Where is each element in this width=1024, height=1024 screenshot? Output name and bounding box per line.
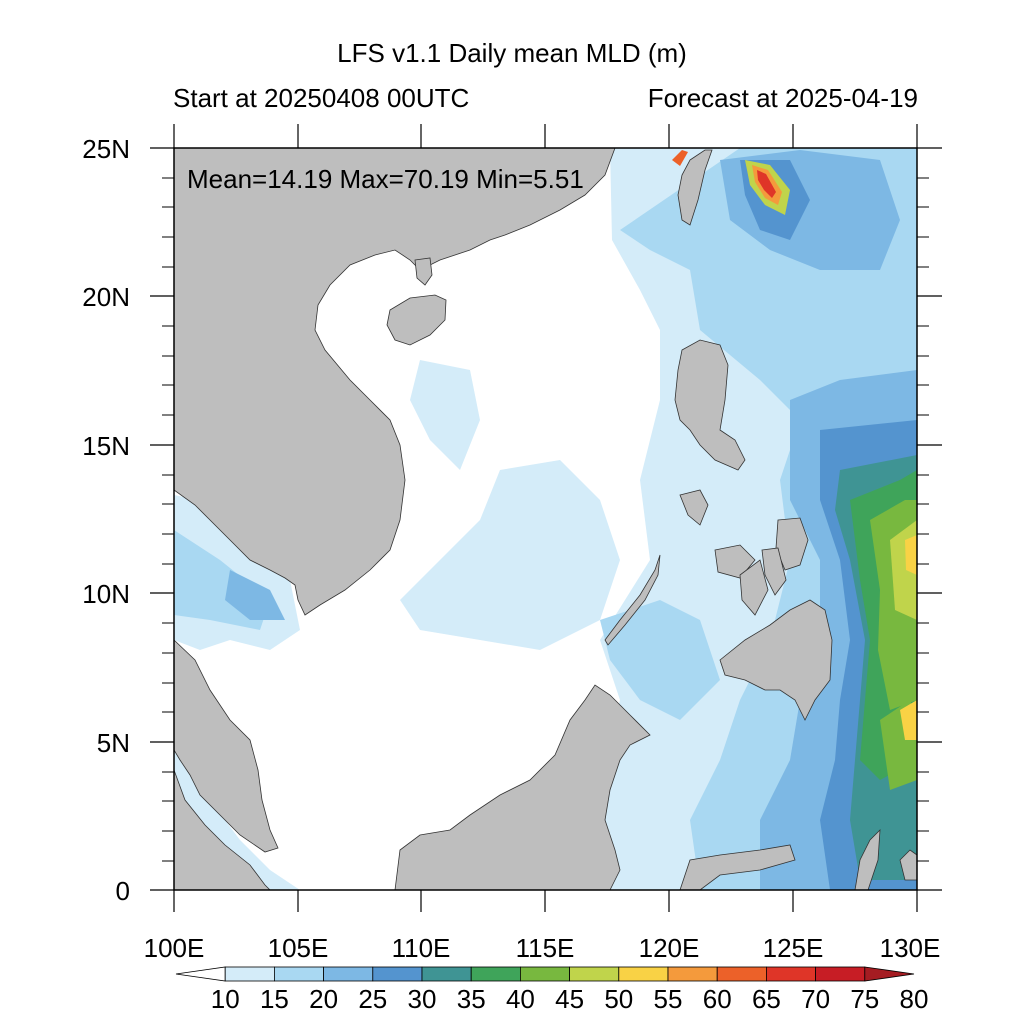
mld-contour-sulu — [600, 600, 720, 720]
x-tick-label: 120E — [639, 933, 700, 963]
colorbar-label: 40 — [506, 984, 535, 1014]
colorbar-swatch — [618, 966, 669, 982]
y-tick-label: 25N — [82, 134, 130, 164]
land-borneo — [394, 684, 651, 890]
land-small-island-east — [899, 849, 917, 881]
mld-contour-south-55 — [900, 700, 917, 740]
colorbar-swatch — [323, 966, 374, 982]
colorbar-label: 20 — [309, 984, 338, 1014]
land-sulawesi — [679, 844, 796, 890]
colorbar-swatch — [716, 966, 767, 982]
y-tick-label: 15N — [82, 431, 130, 461]
colorbar-label: 65 — [752, 984, 781, 1014]
forecast-time-label: Forecast at 2025-04-19 — [647, 83, 918, 113]
mld-contour-taiwan-strait — [672, 150, 688, 166]
x-tick-label: 110E — [392, 933, 451, 963]
mld-contour-central — [400, 460, 620, 650]
colorbar-swatch — [224, 966, 275, 982]
stats-label: Mean=14.19 Max=70.19 Min=5.51 — [187, 164, 584, 194]
mld-contour-gulf-25 — [225, 570, 285, 620]
minor-axis-ticks — [162, 177, 929, 862]
colorbar-label: 45 — [555, 984, 584, 1014]
y-tick-label: 5N — [97, 728, 130, 758]
colorbar-label: 55 — [654, 984, 683, 1014]
colorbar-label: 10 — [211, 984, 240, 1014]
colorbar-label: 75 — [850, 984, 879, 1014]
colorbar-label: 30 — [408, 984, 437, 1014]
colorbar-swatch — [520, 966, 571, 982]
land-malay-peninsula — [174, 639, 279, 853]
colorbar-swatch — [273, 966, 324, 982]
colorbar-label: 70 — [801, 984, 830, 1014]
colorbar-label: 15 — [260, 984, 289, 1014]
land-mindanao — [719, 599, 833, 721]
x-tick-label: 115E — [516, 933, 575, 963]
land-mainland-asia — [174, 148, 616, 616]
land-visayas-negros — [739, 559, 769, 616]
y-tick-label: 10N — [82, 579, 130, 609]
land-hainan — [386, 294, 447, 346]
x-tick-label: 100E — [144, 933, 205, 963]
colorbar-swatch — [470, 966, 521, 982]
start-time-label: Start at 20250408 00UTC — [173, 83, 470, 113]
land-sumatra — [174, 769, 271, 890]
axis-ticks — [150, 124, 942, 912]
colorbar-swatch — [372, 966, 423, 982]
land-halmahera — [854, 828, 881, 890]
colorbar-swatch — [766, 966, 817, 982]
landmass — [174, 148, 917, 890]
colorbar-swatch — [864, 966, 915, 982]
y-tick-label: 20N — [82, 282, 130, 312]
colorbar-label: 60 — [703, 984, 732, 1014]
chart-title: LFS v1.1 Daily mean MLD (m) — [337, 38, 687, 68]
mld-contour-east-55 — [905, 535, 917, 575]
land-luzon — [674, 339, 746, 471]
colorbar-swatch — [569, 966, 620, 982]
x-tick-label: 105E — [268, 933, 329, 963]
mld-contour-north — [410, 360, 480, 470]
colorbar-swatch — [421, 966, 472, 982]
mld-shading — [174, 148, 917, 890]
land-visayas-cebu-leyte — [761, 547, 787, 596]
x-tick-label: 125E — [763, 933, 824, 963]
mld-contour-ne-70 — [757, 170, 776, 198]
colorbar-swatch — [667, 966, 718, 982]
colorbar: 10 15 20 25 30 35 40 45 50 55 60 65 70 75 80 — [175, 966, 929, 1014]
land-taiwan — [677, 149, 713, 226]
land-palawan — [604, 554, 661, 646]
colorbar-label: 50 — [604, 984, 633, 1014]
land-leizhou — [414, 257, 433, 286]
colorbar-swatch — [175, 966, 226, 982]
map-plot-area — [174, 148, 917, 890]
colorbar-label: 35 — [457, 984, 486, 1014]
x-tick-label: 130E — [880, 933, 941, 963]
land-mindoro — [679, 489, 709, 526]
colorbar-label: 80 — [900, 984, 929, 1014]
colorbar-swatch — [815, 966, 866, 982]
colorbar-label: 25 — [358, 984, 387, 1014]
y-tick-label: 0 — [116, 876, 130, 906]
